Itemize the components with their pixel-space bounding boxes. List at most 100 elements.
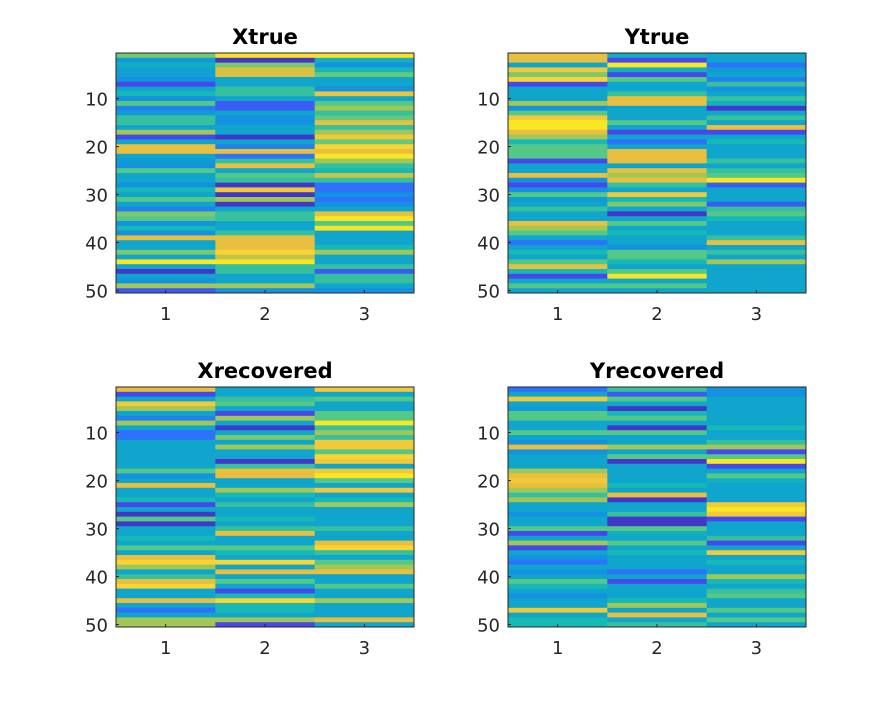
heatmap-cell <box>314 259 415 265</box>
heatmap-cell <box>215 129 316 135</box>
heatmap-cell <box>116 254 216 260</box>
heatmap-cell <box>116 507 216 513</box>
heatmap-cell <box>508 535 608 541</box>
heatmap-cell <box>706 478 807 484</box>
heatmap-cell <box>706 420 807 426</box>
heatmap-cell <box>314 569 415 575</box>
x-tick-label: 3 <box>751 304 762 325</box>
heatmap-cell <box>508 197 608 203</box>
heatmap-cell <box>314 540 415 546</box>
heatmap-cell <box>706 101 807 107</box>
heatmap-cell <box>314 57 415 63</box>
heatmap-cell <box>508 206 608 212</box>
heatmap-cell <box>508 149 608 155</box>
heatmap-cell <box>314 507 415 513</box>
heatmap-cell <box>508 526 608 532</box>
heatmap-cell <box>215 211 316 217</box>
heatmap-cell <box>215 259 316 265</box>
heatmap-cell <box>706 391 807 397</box>
heatmap-cell <box>706 607 807 613</box>
heatmap-cell <box>116 182 216 188</box>
heatmap-cell <box>314 173 415 179</box>
heatmap-cell <box>215 197 316 203</box>
heatmap-cell <box>607 105 708 111</box>
heatmap-cell <box>314 125 415 131</box>
y-tick-label: 20 <box>477 472 500 493</box>
heatmap-cell <box>706 245 807 251</box>
heatmap-cell <box>508 163 608 169</box>
heatmap-cell <box>314 444 415 450</box>
heatmap-cell <box>607 254 708 260</box>
heatmap-cell <box>314 269 415 275</box>
heatmap-cell <box>508 588 608 594</box>
heatmap-cell <box>607 197 708 203</box>
heatmap-cell <box>116 569 216 575</box>
heatmap-cell <box>215 401 316 407</box>
heatmap-cell <box>508 531 608 537</box>
heatmap-cell <box>607 182 708 188</box>
heatmap-cell <box>508 540 608 546</box>
heatmap-cell <box>314 206 415 212</box>
heatmap-cell <box>508 201 608 207</box>
heatmap-cell <box>508 439 608 445</box>
heatmap-cell <box>116 153 216 159</box>
heatmap-cell <box>508 459 608 465</box>
heatmap-cell <box>314 53 415 59</box>
heatmap-cell <box>314 439 415 445</box>
heatmap-cell <box>116 574 216 580</box>
heatmap-cell <box>215 391 316 397</box>
heatmap-cell <box>607 588 708 594</box>
heatmap-cell <box>314 134 415 140</box>
heatmap-cell <box>508 564 608 570</box>
heatmap-cell <box>607 86 708 92</box>
heatmap-cell <box>607 559 708 565</box>
heatmap-cell <box>116 134 216 140</box>
y-tick-label: 30 <box>477 520 500 541</box>
heatmap-cell <box>314 120 415 126</box>
heatmap-cell <box>706 72 807 78</box>
heatmap-cell <box>215 588 316 594</box>
heatmap-cell <box>116 105 216 111</box>
heatmap-cell <box>607 201 708 207</box>
heatmap-cell <box>116 139 216 145</box>
heatmap-cell <box>706 497 807 503</box>
heatmap-cell <box>215 245 316 251</box>
heatmap-cell <box>508 396 608 402</box>
heatmap-cell <box>116 439 216 445</box>
heatmap-cell <box>508 511 608 517</box>
heatmap-cell <box>116 420 216 426</box>
heatmap-panel: 1 2 3 10 20 30 40 50 Yrecovered <box>477 359 807 659</box>
heatmap-cell <box>314 192 415 198</box>
heatmap-cell <box>215 269 316 275</box>
heatmap-cell <box>314 555 415 561</box>
x-tick-label: 1 <box>160 304 171 325</box>
heatmap-cell <box>215 559 316 565</box>
heatmap-cell <box>706 588 807 594</box>
heatmap-cell <box>314 511 415 517</box>
heatmap-cell <box>706 555 807 561</box>
heatmap-cell <box>706 139 807 145</box>
heatmap-cell <box>607 439 708 445</box>
heatmap-cell <box>706 206 807 212</box>
heatmap-cell <box>116 163 216 169</box>
heatmap-cell <box>215 125 316 131</box>
heatmap-cell <box>706 211 807 217</box>
x-tick-label: 2 <box>259 304 270 325</box>
y-tick-label: 30 <box>85 186 108 207</box>
heatmap-cell <box>508 134 608 140</box>
x-tick-label: 3 <box>359 304 370 325</box>
heatmap-cell <box>215 254 316 260</box>
heatmap-cell <box>116 86 216 92</box>
heatmap-cell <box>116 72 216 78</box>
heatmap-cell <box>706 192 807 198</box>
heatmap-cell <box>607 574 708 580</box>
heatmap-cell <box>508 115 608 121</box>
heatmap-cell <box>706 425 807 431</box>
heatmap-cell <box>116 579 216 585</box>
heatmap-cell <box>508 449 608 455</box>
heatmap-cell <box>314 153 415 159</box>
heatmap-cell <box>116 603 216 609</box>
heatmap-cell <box>607 211 708 217</box>
x-tick-label: 1 <box>552 638 563 659</box>
heatmap-cell <box>116 67 216 73</box>
